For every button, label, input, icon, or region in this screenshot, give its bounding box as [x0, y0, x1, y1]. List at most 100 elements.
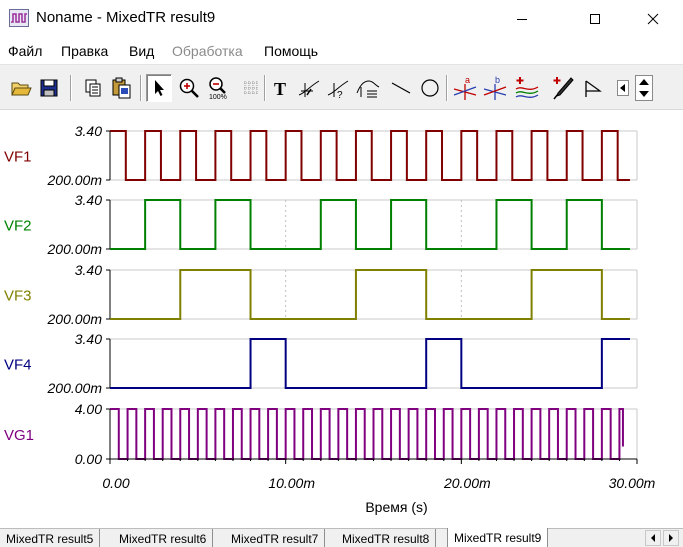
x-tick-label: 20.00m	[443, 475, 491, 491]
y-min-label: 200.00m	[47, 241, 103, 257]
line-tool-button[interactable]	[388, 74, 414, 102]
waveform-plot[interactable]: 3.40 200.00m VF1 3.40 200.00m VF2 3.40 200.00m V…	[0, 111, 683, 528]
trace-vf1	[110, 130, 630, 181]
trace-name-vg1: VG1	[4, 427, 34, 444]
scroll-left-button[interactable]	[614, 74, 632, 102]
slope-measure-button[interactable]	[296, 74, 322, 102]
tab-result7[interactable]: MixedTR result7	[225, 529, 326, 547]
y-min-label: 0.00	[75, 451, 102, 467]
y-max-label: 3.40	[75, 331, 102, 347]
copy-button[interactable]	[80, 74, 106, 102]
toolbar: 100% T	[0, 64, 683, 110]
cursor-b-button[interactable]: b	[482, 74, 508, 102]
trace-vg1	[110, 408, 624, 460]
pointer-icon	[155, 80, 164, 96]
trace-name-vf4: VF4	[4, 357, 32, 374]
pointer-button[interactable]	[146, 74, 172, 102]
scroll-left-icon	[617, 80, 629, 96]
svg-text:b: b	[495, 75, 500, 85]
trace-vf4	[110, 338, 630, 389]
y-max-label: 3.40	[75, 123, 102, 139]
add-curves-button[interactable]	[514, 74, 540, 102]
copy-icon	[85, 79, 101, 97]
svg-text:100%: 100%	[209, 94, 227, 100]
zoom-100-button[interactable]: 100%	[206, 74, 232, 102]
title-bar[interactable]: Noname - MixedTR result9	[0, 0, 683, 38]
pick-color-icon	[553, 77, 574, 100]
save-button[interactable]	[36, 74, 62, 102]
cursor-a-icon: a	[453, 75, 477, 100]
maximize-icon	[590, 14, 600, 24]
slope-query-button[interactable]: ?	[325, 74, 351, 102]
measure-slope-icon	[298, 80, 320, 97]
trace-vf2	[110, 199, 630, 250]
zoom-in-button[interactable]	[176, 74, 202, 102]
trace-name-vf2: VF2	[4, 218, 32, 235]
ellipse-tool-button[interactable]	[417, 74, 443, 102]
menu-processing[interactable]: Обработка	[172, 43, 243, 59]
menu-help[interactable]: Помощь	[264, 43, 319, 59]
pick-color-button[interactable]	[550, 74, 576, 102]
tab-result8[interactable]: MixedTR result8	[336, 529, 437, 547]
cursor-a-button[interactable]: a	[452, 74, 478, 102]
tab-scroll-left-icon	[651, 534, 655, 542]
flag-icon	[585, 80, 602, 97]
scroll-updown-button[interactable]	[633, 74, 655, 102]
zoom-in-icon	[179, 78, 199, 98]
tab-scroll-left-button[interactable]	[645, 530, 661, 546]
ellipse-icon	[421, 79, 439, 97]
menu-edit[interactable]: Правка	[61, 43, 109, 59]
trace-name-vf1: VF1	[4, 149, 32, 166]
save-icon	[40, 79, 58, 97]
grid-button[interactable]	[238, 74, 264, 102]
zoom-100-icon: 100%	[209, 77, 227, 100]
maximize-button[interactable]	[572, 0, 618, 38]
menu-file[interactable]: Файл	[8, 43, 43, 59]
level-measure-button[interactable]	[355, 74, 381, 102]
menu-view[interactable]: Вид	[129, 43, 155, 59]
minimize-icon	[517, 19, 527, 20]
svg-text:?: ?	[337, 90, 343, 99]
paste-button[interactable]	[108, 74, 134, 102]
tab-result9[interactable]: MixedTR result9	[447, 528, 549, 547]
menu-bar: Файл Правка Вид Обработка Помощь	[0, 38, 683, 64]
svg-text:a: a	[465, 75, 470, 85]
x-tick-label: 10.00m	[268, 475, 315, 491]
window-title: Noname - MixedTR result9	[36, 9, 216, 26]
y-min-label: 200.00m	[47, 172, 103, 188]
tab-result6[interactable]: MixedTR result6	[113, 529, 214, 547]
waveform-chart: 3.40 200.00m VF1 3.40 200.00m VF2 3.40 200.00m V…	[4, 123, 656, 515]
tab-scroll-right-button[interactable]	[663, 530, 679, 546]
add-curves-icon	[515, 77, 539, 98]
close-icon	[647, 13, 659, 25]
waveform-app-icon	[9, 9, 29, 27]
result-tabs: MixedTR result5 MixedTR result6 MixedTR …	[0, 528, 683, 547]
y-max-label: 4.00	[75, 401, 102, 417]
open-folder-icon	[11, 82, 32, 96]
trace-vf3	[110, 269, 630, 320]
line-icon	[391, 82, 411, 94]
flag-button[interactable]	[580, 74, 606, 102]
trace-name-vf3: VF3	[4, 288, 32, 305]
text-tool-button[interactable]: T	[268, 74, 294, 102]
grid-icon	[244, 81, 258, 95]
cursor-b-icon: b	[483, 75, 507, 100]
y-min-label: 200.00m	[47, 380, 103, 396]
x-tick-label: 0.00	[102, 475, 129, 491]
svg-text:T: T	[274, 79, 286, 98]
paste-icon	[112, 77, 131, 99]
measure-level-icon	[356, 80, 380, 98]
y-min-label: 200.00m	[47, 311, 103, 327]
open-button[interactable]	[8, 74, 34, 102]
minimize-button[interactable]	[499, 0, 545, 38]
close-button[interactable]	[630, 0, 676, 38]
text-icon: T	[274, 79, 286, 98]
measure-slope-query-icon: ?	[327, 80, 349, 99]
x-tick-label: 30.00m	[609, 475, 656, 491]
tab-scroll-right-icon	[669, 534, 673, 542]
x-axis-title: Время (s)	[365, 499, 427, 515]
tab-result5[interactable]: MixedTR result5	[0, 529, 101, 547]
scroll-updown-icon	[635, 75, 653, 101]
y-max-label: 3.40	[75, 192, 102, 208]
